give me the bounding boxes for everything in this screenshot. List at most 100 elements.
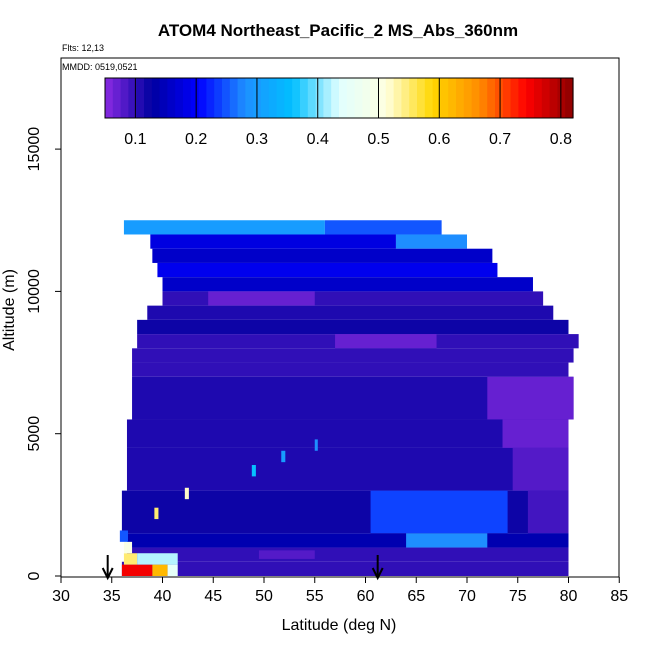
dates-note: MMDD: 0519,0521 bbox=[62, 62, 138, 72]
heatmap-band bbox=[527, 490, 569, 534]
colorbar-tick-label: 0.8 bbox=[550, 131, 572, 148]
heatmap-band bbox=[132, 362, 569, 377]
x-tick-label: 60 bbox=[357, 588, 375, 605]
heatmap-band bbox=[487, 376, 574, 420]
heatmap-band bbox=[335, 334, 437, 349]
colorbar-cell bbox=[198, 78, 207, 118]
heatmap-band bbox=[121, 561, 569, 576]
colorbar-cell bbox=[237, 78, 246, 118]
colorbar-cell bbox=[541, 78, 551, 118]
heatmap-hotspot bbox=[123, 541, 133, 554]
heatmap-hotspot bbox=[137, 553, 178, 565]
heatmap-band bbox=[126, 547, 569, 562]
colorbar-cell bbox=[276, 78, 285, 118]
heatmap-hotspot bbox=[314, 439, 318, 451]
colorbar-cell bbox=[183, 78, 192, 118]
colorbar-cell bbox=[385, 78, 395, 118]
colorbar-tick-label: 0.3 bbox=[246, 131, 268, 148]
latitude-arrow-head bbox=[371, 567, 384, 581]
heatmap-band bbox=[324, 220, 442, 235]
heatmap-hotspot bbox=[121, 564, 153, 576]
colorbar-cell bbox=[144, 78, 153, 118]
heatmap-band bbox=[126, 447, 569, 491]
colorbar-cell bbox=[307, 78, 317, 118]
colorbar-cell bbox=[557, 78, 566, 118]
colorbar-cell bbox=[346, 78, 356, 118]
colorbar-cell bbox=[105, 78, 114, 118]
colorbar-cell bbox=[112, 78, 122, 118]
x-tick-label: 75 bbox=[509, 588, 527, 605]
x-tick-label: 30 bbox=[52, 588, 70, 605]
colorbar-cell bbox=[315, 78, 324, 118]
heatmap-band bbox=[152, 248, 493, 263]
x-tick-label: 35 bbox=[103, 588, 121, 605]
flights-note: Flts: 12,13 bbox=[62, 43, 104, 53]
y-tick-label: 10000 bbox=[26, 269, 43, 314]
y-axis-label: Altitude (m) bbox=[1, 269, 18, 351]
colorbar-cell bbox=[432, 78, 441, 118]
colorbar-cell bbox=[268, 78, 278, 118]
colorbar-cell bbox=[534, 78, 543, 118]
y-tick-label: 5000 bbox=[26, 416, 43, 452]
colorbar-cell bbox=[229, 78, 239, 118]
colorbar-cell bbox=[510, 78, 519, 118]
x-tick-label: 40 bbox=[154, 588, 172, 605]
colorbar-cell bbox=[159, 78, 168, 118]
x-axis-label: Latitude (deg N) bbox=[282, 617, 397, 634]
x-tick-label: 65 bbox=[407, 588, 425, 605]
heatmap-band bbox=[126, 419, 569, 448]
colorbar-cell bbox=[175, 78, 184, 118]
heatmap-band bbox=[132, 348, 574, 363]
heatmap-hotspot bbox=[258, 550, 315, 559]
heatmap-band bbox=[208, 291, 315, 306]
colorbar-tick-label: 0.1 bbox=[124, 131, 146, 148]
colorbar-cell bbox=[549, 78, 558, 118]
heatmap-band bbox=[147, 305, 554, 320]
colorbar-cell bbox=[222, 78, 231, 118]
heatmap-band bbox=[512, 447, 569, 491]
colorbar-cell bbox=[456, 78, 465, 118]
x-tick-label: 70 bbox=[458, 588, 476, 605]
heatmap-hotspot bbox=[184, 487, 189, 500]
x-tick-label: 50 bbox=[255, 588, 273, 605]
heatmap-band bbox=[370, 490, 508, 534]
latitude-arrow-head bbox=[101, 567, 114, 581]
heatmap-band bbox=[502, 419, 569, 448]
colorbar-cell bbox=[292, 78, 301, 118]
heatmap-layer bbox=[121, 220, 579, 576]
colorbar-tick-label: 0.5 bbox=[367, 131, 389, 148]
chart-title: ATOM4 Northeast_Pacific_2 MS_Abs_360nm bbox=[158, 21, 518, 40]
arrows-layer bbox=[101, 555, 384, 581]
x-tick-label: 80 bbox=[560, 588, 578, 605]
colorbar-cell bbox=[393, 78, 402, 118]
heatmap-hotspot bbox=[123, 553, 138, 565]
heatmap-hotspot bbox=[152, 564, 168, 576]
colorbar-cell bbox=[518, 78, 527, 118]
heatmap-hotspot bbox=[154, 507, 159, 520]
x-tick-label: 85 bbox=[610, 588, 628, 605]
colorbar-cell bbox=[151, 78, 161, 118]
colorbar-cell bbox=[261, 78, 270, 118]
colorbar-cell bbox=[487, 78, 496, 118]
colorbar-cell bbox=[401, 78, 410, 118]
heatmap-band bbox=[123, 220, 325, 235]
colorbar-cell bbox=[323, 78, 332, 118]
colorbar-cell bbox=[354, 78, 363, 118]
colorbar-cell bbox=[167, 78, 176, 118]
colorbar-cell bbox=[362, 78, 371, 118]
heatmap-band bbox=[406, 533, 488, 548]
heatmap-hotspot bbox=[167, 564, 178, 576]
colorbar-cell bbox=[120, 78, 129, 118]
colorbar-cell bbox=[471, 78, 480, 118]
y-tick-label: 0 bbox=[26, 571, 43, 580]
hotspot-layer bbox=[119, 439, 318, 576]
colorbar-cell bbox=[206, 78, 215, 118]
y-tick-label: 15000 bbox=[26, 127, 43, 172]
colorbar-cell bbox=[190, 78, 200, 118]
colorbar-tick-label: 0.7 bbox=[489, 131, 511, 148]
plot-frame bbox=[60, 57, 620, 578]
colorbar-cell bbox=[495, 78, 504, 118]
colorbar-cell bbox=[136, 78, 145, 118]
colorbar-cell bbox=[424, 78, 434, 118]
